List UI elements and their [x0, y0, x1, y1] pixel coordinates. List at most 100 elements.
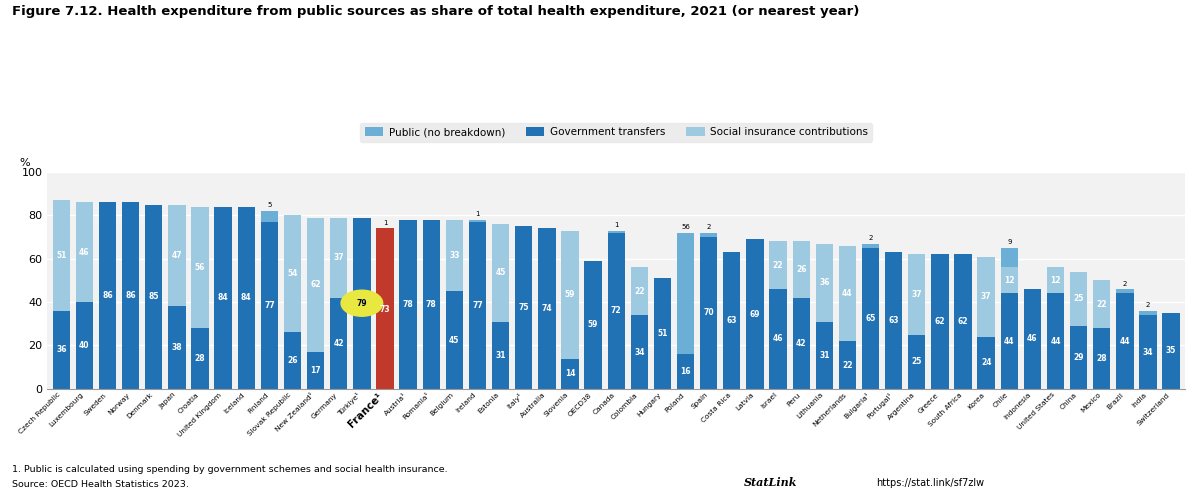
Text: 37: 37 — [912, 290, 922, 299]
Text: 2: 2 — [1123, 281, 1127, 287]
Text: 1: 1 — [475, 211, 480, 217]
Text: 34: 34 — [1142, 348, 1153, 357]
Text: 56: 56 — [682, 224, 690, 230]
Bar — [1024, 289, 1042, 389]
Text: 77: 77 — [472, 301, 482, 310]
Bar — [1001, 268, 1018, 293]
Text: 25: 25 — [912, 357, 922, 366]
Text: 33: 33 — [449, 251, 460, 260]
Bar — [538, 228, 556, 389]
Text: 44: 44 — [1004, 337, 1014, 346]
Text: 86: 86 — [125, 291, 136, 300]
Bar — [515, 226, 533, 389]
Bar — [1163, 313, 1180, 389]
Bar — [1116, 289, 1134, 293]
Bar — [677, 233, 695, 354]
Bar — [607, 230, 625, 233]
Text: 85: 85 — [149, 292, 160, 301]
Bar — [492, 224, 509, 321]
Bar — [1093, 328, 1110, 389]
Bar — [330, 218, 348, 298]
Text: 72: 72 — [611, 306, 622, 315]
Bar — [215, 207, 232, 389]
Bar — [422, 220, 440, 389]
Bar — [677, 354, 695, 389]
Bar — [260, 211, 278, 222]
Text: 62: 62 — [311, 280, 320, 289]
Text: 22: 22 — [634, 287, 644, 296]
Text: 59: 59 — [565, 290, 575, 299]
Text: Figure 7.12. Health expenditure from public sources as share of total health exp: Figure 7.12. Health expenditure from pub… — [12, 5, 859, 18]
Bar — [168, 205, 186, 306]
Bar — [978, 257, 995, 337]
Text: 46: 46 — [1027, 334, 1038, 344]
Bar — [562, 230, 578, 359]
Text: 45: 45 — [496, 268, 505, 277]
Legend: Public (no breakdown), Government transfers, Social insurance contributions: Public (no breakdown), Government transf… — [360, 123, 872, 141]
Bar — [816, 243, 833, 321]
Bar — [260, 222, 278, 389]
Text: 63: 63 — [726, 316, 737, 325]
Text: 12: 12 — [1050, 276, 1061, 285]
Text: 46: 46 — [773, 334, 784, 344]
Text: 77: 77 — [264, 301, 275, 310]
Y-axis label: %: % — [19, 157, 30, 167]
Text: https://stat.link/sf7zlw: https://stat.link/sf7zlw — [876, 478, 984, 488]
Text: 22: 22 — [842, 361, 853, 370]
Bar — [445, 291, 463, 389]
Text: 75: 75 — [518, 303, 529, 312]
Bar — [400, 220, 416, 389]
Text: 34: 34 — [634, 348, 644, 357]
Text: 78: 78 — [426, 300, 437, 309]
Bar — [1116, 293, 1134, 389]
Bar — [908, 255, 925, 334]
Text: 1. Public is calculated using spending by government schemes and social health i: 1. Public is calculated using spending b… — [12, 465, 448, 474]
Text: 45: 45 — [449, 336, 460, 345]
Text: 56: 56 — [194, 263, 205, 272]
Bar — [1001, 248, 1018, 268]
Ellipse shape — [341, 290, 383, 316]
Text: 74: 74 — [541, 304, 552, 313]
Bar — [978, 337, 995, 389]
Text: 38: 38 — [172, 343, 182, 352]
Bar — [445, 220, 463, 291]
Text: 54: 54 — [287, 270, 298, 279]
Bar — [98, 202, 116, 389]
Bar — [1139, 311, 1157, 315]
Bar — [492, 321, 509, 389]
Text: 86: 86 — [102, 291, 113, 300]
Text: 70: 70 — [703, 308, 714, 317]
Bar — [884, 252, 902, 389]
Text: 17: 17 — [311, 366, 320, 375]
Text: 22: 22 — [1097, 300, 1108, 309]
Bar — [562, 359, 578, 389]
Bar — [307, 352, 324, 389]
Text: 79: 79 — [356, 299, 367, 308]
Text: 51: 51 — [56, 251, 66, 260]
Text: 5: 5 — [268, 202, 271, 208]
Bar — [654, 278, 671, 389]
Text: 29: 29 — [1073, 353, 1084, 362]
Bar — [122, 202, 139, 389]
Text: 28: 28 — [1097, 354, 1108, 363]
Text: 44: 44 — [1050, 337, 1061, 346]
Bar — [792, 241, 810, 298]
Text: 12: 12 — [1004, 276, 1014, 285]
Text: 16: 16 — [680, 367, 691, 376]
Text: 62: 62 — [935, 317, 946, 326]
Bar — [769, 241, 787, 289]
Bar — [469, 220, 486, 222]
Bar — [238, 207, 254, 389]
Bar — [607, 233, 625, 389]
Bar — [53, 200, 70, 311]
Text: 44: 44 — [1120, 337, 1130, 346]
Bar — [1070, 272, 1087, 326]
Bar — [284, 332, 301, 389]
Text: 44: 44 — [842, 289, 853, 298]
Text: 2: 2 — [707, 224, 710, 230]
Bar — [53, 311, 70, 389]
Text: 22: 22 — [773, 261, 784, 270]
Bar — [1139, 315, 1157, 389]
Bar — [954, 255, 972, 389]
Bar — [839, 341, 856, 389]
